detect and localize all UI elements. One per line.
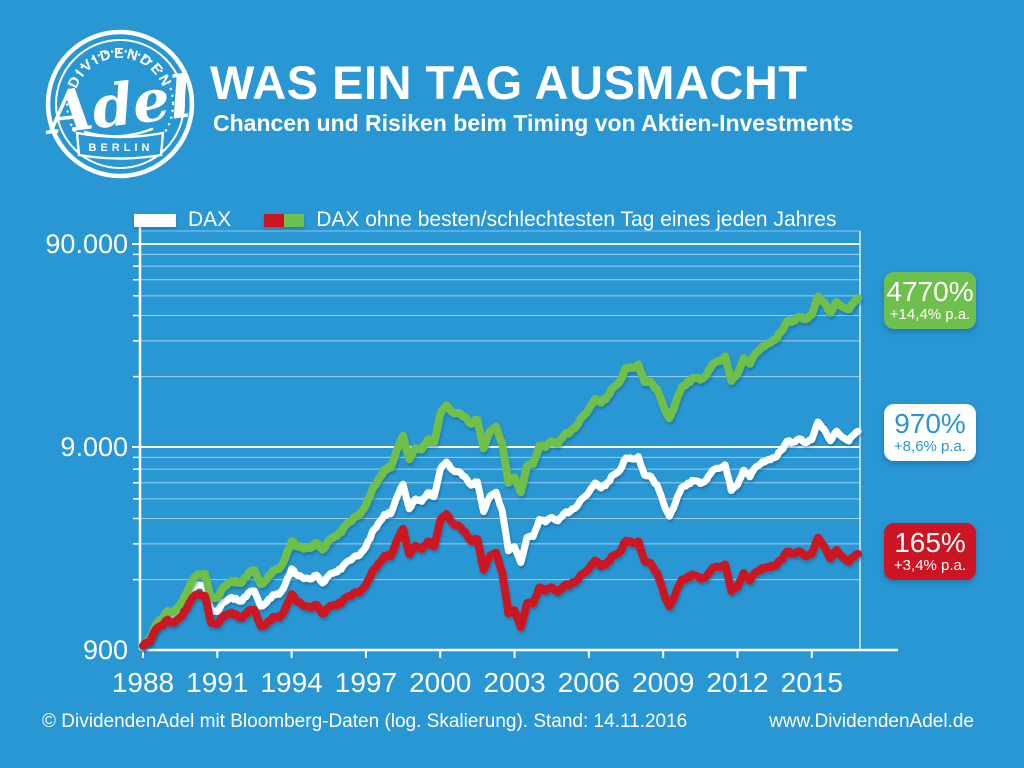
legend-swatch-red — [264, 213, 285, 227]
footer-url: www.DividendenAdel.de — [769, 711, 974, 732]
page-subtitle: Chancen und Risiken beim Timing von Akti… — [213, 110, 854, 136]
annotation-per-annum: +8,6% p.a. — [893, 438, 967, 455]
annotation-total-return: 970% — [894, 408, 966, 439]
logo-banner-text: BERLIN — [89, 142, 154, 154]
legend-label-dax: DAX — [188, 208, 232, 231]
series-dax — [139, 418, 862, 650]
legend-swatch-pair — [264, 213, 305, 227]
annotation-total-return: 165% — [894, 527, 966, 558]
logo-outer-ring — [45, 29, 195, 179]
legend-label-modified-dax: DAX ohne besten/schlechtesten Tag eines … — [316, 208, 837, 231]
logo-banner-ribbon — [75, 131, 165, 160]
annotation-badge-red: 165% +3,4% p.a. — [884, 523, 976, 580]
chart-legend: DAX DAX ohne besten/schlechtesten Tag ei… — [134, 206, 836, 234]
annotation-badge-green: 4770% +14,4% p.a. — [884, 272, 976, 329]
footer-copyright: © DividendenAdel mit Bloomberg-Daten (lo… — [42, 711, 688, 732]
series-dax-ohne-schlechtesten-tag — [139, 292, 863, 650]
annotation-badge-white: 970% +8,6% p.a. — [884, 404, 976, 461]
annotation-per-annum: +3,4% p.a. — [893, 557, 967, 574]
legend-swatch-green — [284, 213, 305, 227]
annotation-per-annum: +14,4% p.a. — [889, 306, 971, 323]
series-dax-ohne-besten-tag — [139, 510, 863, 650]
logo-inner-ring — [55, 39, 185, 169]
legend-swatch-dax — [134, 213, 176, 227]
annotation-total-return: 4770% — [886, 276, 974, 307]
dividendenadel-logo: DIVIDENDEN Adel BERLIN — [45, 29, 195, 179]
page-title: WAS EIN TAG AUSMACHT — [210, 56, 808, 109]
